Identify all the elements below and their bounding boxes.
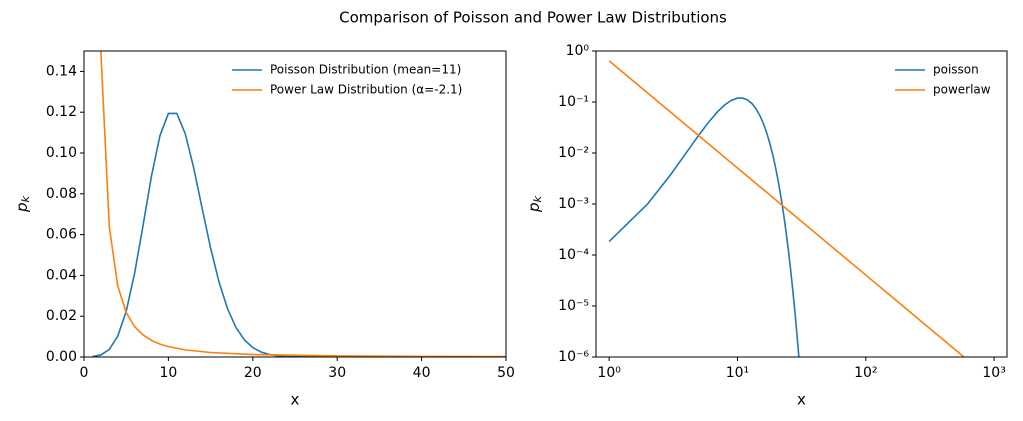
panel: 0 10 20 30 40 50 0.00 0.02 0.04 0.06 0.08 0.10 0.12 0… (13, 50, 515, 409)
x-tick-label: 10¹ (726, 365, 749, 381)
y-tick-label: 10⁻⁶ (558, 349, 589, 365)
y-axis-label-sub: k (19, 195, 32, 202)
x-tick-label: 40 (413, 365, 431, 381)
y-tick-label: 10⁻² (558, 145, 589, 161)
legend-label: Power Law Distribution (α=-2.1) (270, 83, 462, 97)
y-tick-label: 0.02 (46, 308, 77, 324)
y-axis-label-sub: k (531, 195, 544, 202)
y-axis-label-main: p (13, 202, 31, 213)
y-tick-label: 0.04 (46, 267, 77, 283)
y-axis-label: pk (525, 195, 545, 213)
y-tick-label: 10⁰ (566, 43, 590, 59)
y-tick-label: 0.14 (46, 63, 77, 79)
x-tick-label: 10⁰ (597, 365, 621, 381)
legend-label: powerlaw (933, 83, 991, 97)
x-tick-label: 10³ (982, 365, 1005, 381)
figure-title: Comparison of Poisson and Power Law Dist… (339, 9, 727, 27)
x-tick-label: 20 (244, 365, 262, 381)
series-line (100, 51, 506, 357)
x-tick-label: 10 (159, 365, 177, 381)
y-axis-label: pk (13, 195, 33, 213)
legend-label: poisson (933, 63, 979, 77)
y-axis-label-main: p (525, 202, 543, 213)
y-tick-label: 10⁻⁵ (558, 298, 589, 314)
y-tick-label: 0.06 (46, 227, 77, 243)
y-tick-label: 0.10 (46, 145, 77, 161)
y-tick-label: 10⁻⁴ (558, 247, 589, 263)
x-tick-label: 30 (328, 365, 346, 381)
y-tick-label: 10⁻¹ (558, 94, 589, 110)
y-tick-label: 0.12 (46, 104, 77, 120)
x-axis-label: x (291, 391, 300, 409)
y-tick-label: 0.08 (46, 186, 77, 202)
x-tick-label: 0 (80, 365, 89, 381)
series-line (608, 60, 966, 357)
x-axis-label: x (797, 391, 806, 409)
legend-label: Poisson Distribution (mean=11) (270, 63, 461, 77)
x-tick-label: 10² (854, 365, 877, 381)
plot-frame (595, 50, 1008, 358)
series-line (92, 112, 506, 357)
plot-frame (83, 50, 507, 358)
x-tick-label: 50 (497, 365, 515, 381)
series-line (608, 97, 800, 357)
y-tick-label: 0.00 (46, 349, 77, 365)
y-tick-label: 10⁻³ (558, 196, 589, 212)
panel: 10⁰ 10¹ 10² 10³ 10⁻⁶ 10⁻⁵ 10⁻⁴ 10⁻³ 10⁻² 10⁻¹ 10⁰ p… (525, 43, 1008, 409)
